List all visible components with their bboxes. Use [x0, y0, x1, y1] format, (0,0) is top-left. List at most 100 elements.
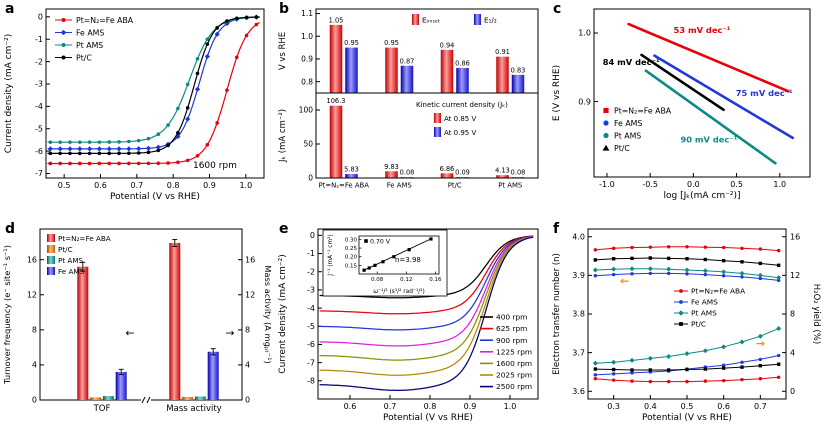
svg-text:Fe AMS: Fe AMS [614, 119, 642, 128]
panel-d-legend: Pt=N₂=Fe ABA Pt/C Pt AMS Fe AMS [47, 234, 111, 276]
svg-text:625 rpm: 625 rpm [496, 324, 527, 333]
svg-text:0.7: 0.7 [384, 402, 397, 411]
svg-text:-3: -3 [307, 286, 315, 295]
panel-b: b 1.05 0.95 0.95 0.87 0.94 0.86 0.91 0.83 0.8 0.9… [274, 0, 548, 220]
n-series-pt-n-fe-aba [593, 245, 781, 253]
svg-text:8: 8 [790, 310, 795, 319]
bars-pt-c [90, 396, 194, 400]
svg-text:50: 50 [303, 140, 313, 149]
panel-c-ylabel: E (V vs RHE) [552, 65, 562, 121]
svg-text:Pt=N₂=Fe ABA: Pt=N₂=Fe ABA [76, 16, 134, 25]
bars-pt-n-fe-aba [77, 239, 181, 400]
tafel-slope-label: 84 mV dec⁻¹ [603, 57, 660, 67]
panel-e-ylabel: Current density (mA cm⁻²) [278, 254, 288, 373]
svg-text:-0.5: -0.5 [642, 180, 658, 189]
series-pt-n-fe-aba [47, 21, 260, 166]
svg-text:4.13: 4.13 [495, 167, 510, 175]
svg-text:0.5: 0.5 [681, 402, 694, 411]
panel-d: d 0 0 4 4 8 8 12 12 16 16 TOF Mass activity ← → Turnov… [0, 220, 274, 440]
svg-text:0.95: 0.95 [384, 39, 399, 47]
svg-text:6.86: 6.86 [440, 165, 455, 173]
panel-a-plot: 0.5 0.6 0.7 0.8 0.9 1.0 -7 -6 -5 -4 -3 -2 -1 0 Potenti… [4, 8, 265, 202]
panel-a-xlabel: Potential (V vs RHE) [110, 192, 200, 202]
svg-text:0.8: 0.8 [167, 181, 180, 190]
svg-text:0.5: 0.5 [730, 180, 743, 189]
svg-text:-2: -2 [35, 57, 43, 66]
svg-text:0: 0 [310, 231, 315, 240]
svg-text:Pt=N₂=Fe ABA: Pt=N₂=Fe ABA [58, 234, 111, 243]
panel-f-ylabel-left: Electron transfer number (n) [552, 253, 562, 375]
svg-text:1.1: 1.1 [301, 9, 313, 18]
panel-e-chart: 0.6 0.7 0.8 0.9 1.0 -8 -7 -6 -5 -4 -3 -2 -1 0 Potentia… [278, 228, 539, 423]
svg-text:Pt AMS: Pt AMS [691, 309, 717, 318]
svg-text:0.08: 0.08 [400, 169, 415, 177]
panel-b-top-legend: Eₒₙₛₑₜ E₁/₂ [412, 14, 497, 25]
h2o2-axis-arrow-icon: → [756, 337, 765, 350]
svg-text:16: 16 [245, 255, 255, 264]
svg-text:8: 8 [32, 326, 37, 335]
svg-text:-4: -4 [35, 102, 43, 111]
series-900-rpm [319, 235, 534, 331]
svg-text:1.0: 1.0 [239, 181, 252, 190]
svg-text:Eₒₙₛₑₜ: Eₒₙₛₑₜ [422, 16, 440, 25]
svg-text:Pt=N₂=Fe ABA: Pt=N₂=Fe ABA [614, 106, 672, 115]
group-label-mass-activity: Mass activity [166, 404, 221, 414]
svg-text:1.0: 1.0 [773, 180, 786, 189]
series-2500-rpm [319, 236, 534, 392]
tafel-pt-c: 84 mV dec⁻¹ [603, 53, 725, 112]
svg-text:0.09: 0.09 [455, 169, 470, 177]
panel-d-plot: 0 0 4 4 8 8 12 12 16 16 TOF Mass activity ← → Turnover… [2, 228, 273, 414]
svg-text:0.9: 0.9 [464, 402, 477, 411]
svg-text:-7: -7 [35, 169, 43, 178]
svg-text:0.16: 0.16 [429, 277, 442, 283]
panel-b-label: b [279, 1, 290, 17]
svg-text:0.08: 0.08 [371, 277, 384, 283]
svg-text:0.3: 0.3 [607, 402, 620, 411]
panel-f-chart: 0.3 0.4 0.5 0.6 0.7 3.6 3.7 3.8 3.9 4.0 0 4 8 12 16 Pot… [552, 228, 821, 423]
svg-text:12: 12 [790, 271, 800, 280]
panel-a-label: a [5, 1, 15, 17]
svg-text:3.6: 3.6 [572, 387, 585, 396]
panel-f-label: f [553, 221, 560, 237]
panel-a-ylabel: Current density (mA cm⁻²) [4, 34, 14, 153]
tafel-pt-n-fe-aba: 53 mV dec⁻¹ [627, 22, 790, 93]
panel-d-chart: 0 0 4 4 8 8 12 12 16 16 TOF Mass activity ← → Turnover… [2, 228, 273, 414]
svg-text:-5: -5 [307, 322, 315, 331]
panel-d-ylabel-right: Mass activity (A mgₚₜ⁻¹) [263, 265, 273, 364]
panel-e-inset: 0.08 0.12 0.16 0.15 0.20 0.25 0.30 ω⁻¹/² (s¹/² … [322, 229, 448, 297]
svg-text:Fe AMS: Fe AMS [691, 298, 718, 307]
svg-text:0.83: 0.83 [511, 66, 526, 74]
svg-text:0: 0 [38, 13, 43, 22]
svg-text:0.9: 0.9 [578, 97, 591, 106]
svg-text:0: 0 [790, 387, 795, 396]
svg-text:0.94: 0.94 [440, 41, 455, 49]
panel-e-label: e [279, 221, 289, 237]
right-axis-arrow-icon: → [225, 326, 234, 339]
svg-text:-8: -8 [307, 377, 315, 386]
bars-fe-ams [115, 348, 219, 400]
svg-text:-4: -4 [307, 304, 315, 313]
n-series-pt-c [593, 256, 781, 268]
h2o2-series-pt-n-fe-aba [593, 375, 781, 384]
panel-b-chart: 1.05 0.95 0.95 0.87 0.94 0.86 0.91 0.83 0.8 0.9 1.… [278, 8, 539, 190]
svg-text:Pt=N₂=Fe ABA: Pt=N₂=Fe ABA [319, 182, 370, 190]
svg-text:-2: -2 [307, 267, 315, 276]
svg-text:0.9: 0.9 [203, 181, 216, 190]
tafel-slope-label: 90 mV dec⁻¹ [680, 135, 737, 145]
tafel-slope-label: 75 mV dec⁻¹ [736, 88, 793, 98]
h2o2-series-pt-ams [592, 325, 782, 366]
svg-text:0.25: 0.25 [345, 246, 358, 252]
svg-text:Pt/C: Pt/C [691, 320, 706, 329]
svg-text:At 0.95 V: At 0.95 V [444, 129, 476, 137]
svg-text:1.05: 1.05 [329, 16, 344, 24]
svg-text:400 rpm: 400 rpm [496, 313, 527, 322]
panel-f-legend: Pt=N₂=Fe ABA Fe AMS Pt AMS Pt/C [674, 287, 745, 329]
n-series-fe-ams [593, 271, 781, 283]
h2o2-series-pt-c [593, 362, 781, 372]
svg-text:900 rpm: 900 rpm [496, 336, 527, 345]
svg-text:-1: -1 [307, 249, 315, 258]
svg-text:4.0: 4.0 [572, 232, 585, 241]
svg-text:0.7: 0.7 [754, 402, 767, 411]
svg-text:0.95: 0.95 [344, 39, 359, 47]
